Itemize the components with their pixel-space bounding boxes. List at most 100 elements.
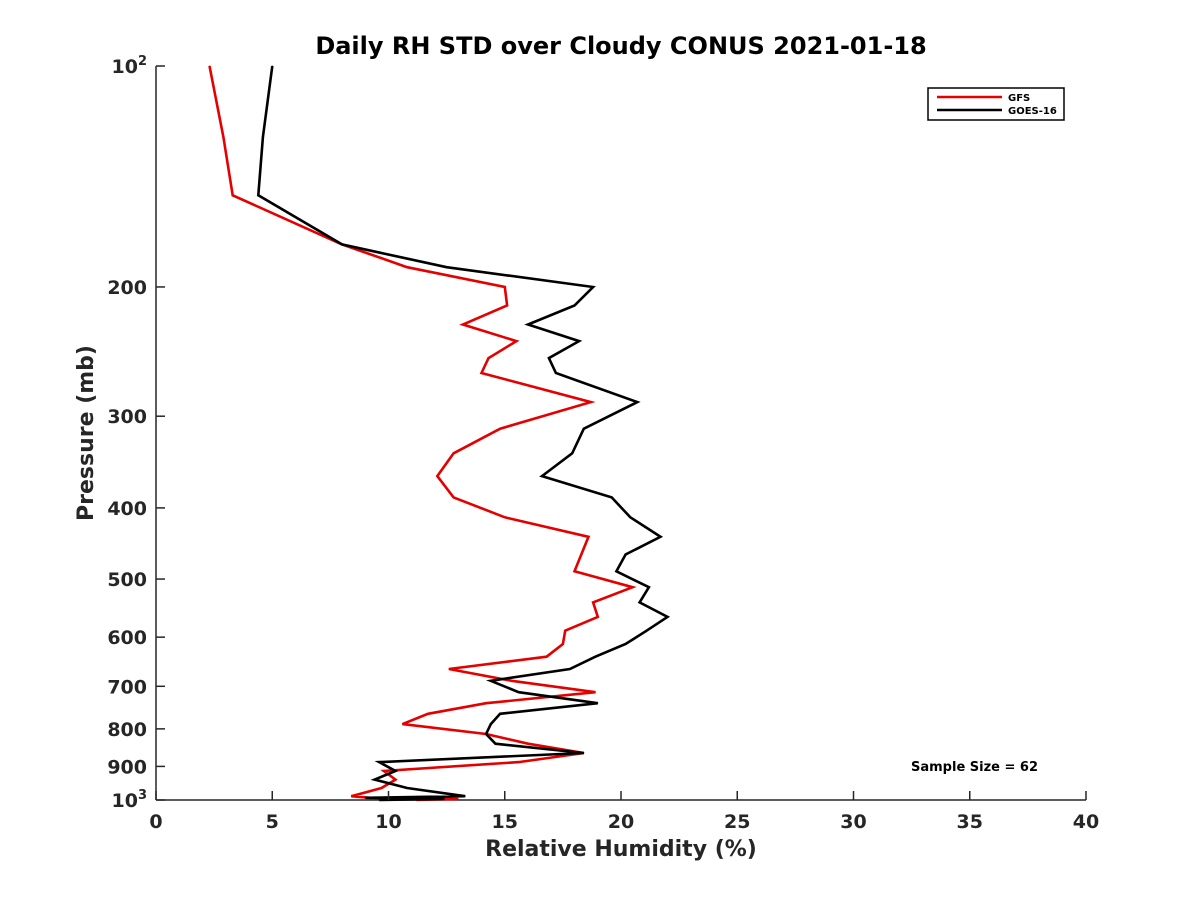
data-point-gfs xyxy=(590,401,592,403)
data-point-goes-16 xyxy=(578,340,580,342)
data-point-goes-16 xyxy=(494,743,496,745)
y-tick-label: 800 xyxy=(107,719,147,741)
x-tick-label: 30 xyxy=(840,811,866,833)
data-point-goes-16 xyxy=(406,787,408,789)
data-point-gfs xyxy=(453,452,455,454)
data-point-gfs xyxy=(594,691,596,693)
y-tick-label: 103 xyxy=(112,788,148,812)
legend-label-gfs: GFS xyxy=(1008,93,1030,104)
data-point-gfs xyxy=(527,743,529,745)
x-axis-label: Relative Humidity (%) xyxy=(485,837,757,862)
data-point-gfs xyxy=(481,372,482,374)
data-point-gfs xyxy=(487,357,489,359)
data-point-gfs xyxy=(232,194,234,196)
data-point-gfs xyxy=(506,305,508,307)
data-point-goes-16 xyxy=(592,286,594,288)
data-point-gfs xyxy=(597,616,599,618)
data-point-gfs xyxy=(546,656,548,658)
data-point-goes-16 xyxy=(443,798,445,800)
x-tick-label: 15 xyxy=(492,811,518,833)
data-point-gfs xyxy=(574,570,575,572)
series-line-gfs xyxy=(208,65,637,802)
data-point-gfs xyxy=(518,761,520,763)
data-point-goes-16 xyxy=(257,194,259,196)
data-point-gfs xyxy=(504,286,506,288)
chart-title: Daily RH STD over Cloudy CONUS 2021-01-1… xyxy=(315,32,926,60)
data-point-gfs xyxy=(562,643,564,645)
x-tick-label: 0 xyxy=(149,811,162,833)
data-point-goes-16 xyxy=(583,752,585,754)
legend: GFS GOES-16 xyxy=(927,87,1065,121)
y-axis-ticks: 102 200 300 400 500 600 700 800 900 103 xyxy=(107,54,165,812)
data-point-goes-16 xyxy=(625,643,627,645)
data-point-gfs xyxy=(587,536,589,538)
y-axis-label: Pressure (mb) xyxy=(74,345,99,521)
data-point-gfs xyxy=(222,136,224,138)
y-tick-label: 300 xyxy=(107,406,147,428)
data-point-goes-16 xyxy=(660,536,662,538)
series-layer xyxy=(208,65,671,802)
data-point-gfs xyxy=(515,340,517,342)
data-point-goes-16 xyxy=(569,668,571,670)
data-point-gfs xyxy=(381,787,383,789)
y-tick-label: 102 xyxy=(112,54,148,78)
data-point-goes-16 xyxy=(615,570,617,572)
data-point-gfs xyxy=(564,630,566,632)
data-point-gfs xyxy=(394,779,396,781)
data-point-goes-16 xyxy=(271,65,273,67)
y-tick-label: 200 xyxy=(107,277,147,299)
data-point-goes-16 xyxy=(636,401,638,403)
y-tick-label: 700 xyxy=(107,676,147,698)
data-point-goes-16 xyxy=(490,723,492,725)
data-point-goes-16 xyxy=(364,797,366,799)
data-point-gfs xyxy=(208,65,210,67)
y-tick-label: 500 xyxy=(107,569,147,591)
x-tick-label: 35 xyxy=(957,811,983,833)
data-point-goes-16 xyxy=(639,601,641,603)
data-point-goes-16 xyxy=(667,616,668,618)
data-point-gfs xyxy=(383,770,385,772)
data-point-goes-16 xyxy=(485,733,487,735)
y-tick-label: 600 xyxy=(107,627,147,649)
data-point-goes-16 xyxy=(583,428,585,430)
data-point-goes-16 xyxy=(527,324,529,326)
legend-label-goes16: GOES-16 xyxy=(1008,106,1057,117)
data-point-gfs xyxy=(457,798,459,800)
data-point-goes-16 xyxy=(611,496,613,498)
data-point-goes-16 xyxy=(394,770,396,772)
legend-box xyxy=(927,87,1065,121)
data-point-gfs xyxy=(436,475,438,477)
data-point-goes-16 xyxy=(625,554,627,556)
data-point-goes-16 xyxy=(646,630,648,632)
data-point-goes-16 xyxy=(518,691,520,693)
data-point-gfs xyxy=(427,713,429,715)
data-point-gfs xyxy=(511,680,513,682)
data-point-goes-16 xyxy=(574,305,575,307)
sample-size-annotation: Sample Size = 62 xyxy=(911,760,1038,775)
y-tick-label: 900 xyxy=(107,756,147,778)
data-point-goes-16 xyxy=(555,372,557,374)
data-point-goes-16 xyxy=(374,779,376,781)
plot-area xyxy=(155,65,1086,802)
data-point-goes-16 xyxy=(541,475,543,477)
data-point-gfs xyxy=(504,516,506,518)
x-tick-label: 25 xyxy=(724,811,750,833)
data-point-goes-16 xyxy=(571,452,573,454)
data-point-goes-16 xyxy=(341,243,343,245)
data-point-gfs xyxy=(350,795,352,797)
data-point-gfs xyxy=(485,702,487,704)
data-point-gfs xyxy=(632,586,634,588)
data-point-gfs xyxy=(448,668,450,670)
data-point-gfs xyxy=(406,266,408,268)
data-point-goes-16 xyxy=(499,713,501,715)
data-point-gfs xyxy=(401,723,403,725)
data-point-gfs xyxy=(453,496,455,498)
data-point-gfs xyxy=(462,324,464,326)
y-tick-label: 400 xyxy=(107,498,147,520)
x-tick-label: 20 xyxy=(608,811,634,833)
data-point-goes-16 xyxy=(464,795,466,797)
series-line-goes-16 xyxy=(256,65,671,802)
data-point-goes-16 xyxy=(378,799,380,801)
data-point-goes-16 xyxy=(629,516,631,518)
data-point-goes-16 xyxy=(490,680,492,682)
